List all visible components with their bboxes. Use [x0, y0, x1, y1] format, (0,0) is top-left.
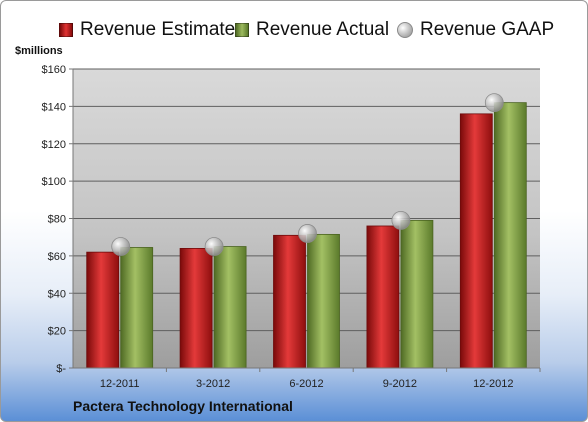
- x-tick-label: 12-2012: [473, 378, 513, 390]
- y-tick-label: $-: [56, 363, 66, 375]
- x-tick-label: 9-2012: [383, 378, 417, 390]
- legend: Revenue Estimate Revenue Actual Revenue …: [1, 15, 587, 45]
- bar-revenue-estimate: [273, 234, 306, 369]
- marker-revenue-gaap: [204, 237, 224, 256]
- legend-swatch-revenue-estimate: [59, 23, 73, 37]
- legend-item-revenue-actual: Revenue Actual: [235, 15, 389, 45]
- y-tick-label: $120: [42, 139, 66, 151]
- marker-revenue-gaap: [298, 224, 317, 243]
- bar-revenue-estimate: [86, 251, 120, 369]
- legend-swatch-revenue-actual: [235, 23, 249, 37]
- legend-item-revenue-estimate: Revenue Estimate: [59, 15, 235, 45]
- y-tick-label: $100: [42, 176, 66, 188]
- legend-label-revenue-gaap: Revenue GAAP: [420, 19, 555, 40]
- x-tick-label: 12-2011: [100, 378, 140, 390]
- bar-revenue-actual: [120, 247, 154, 369]
- y-tick-label: $160: [42, 64, 66, 76]
- y-tick-label: $80: [48, 214, 66, 226]
- y-tick-label: $40: [48, 288, 66, 300]
- y-axis-unit-label: $millions: [15, 45, 63, 57]
- legend-item-revenue-gaap: Revenue GAAP: [397, 15, 554, 45]
- marker-revenue-gaap: [391, 210, 411, 230]
- bar-revenue-actual: [493, 102, 527, 369]
- bar-revenue-estimate: [179, 247, 213, 369]
- bar-revenue-estimate: [459, 113, 493, 369]
- y-tick-label: $140: [42, 101, 66, 113]
- x-tick-label: 6-2012: [289, 378, 323, 390]
- company-name: Pactera Technology International: [73, 398, 293, 414]
- legend-swatch-revenue-gaap: [397, 22, 413, 38]
- x-tick-label: 3-2012: [196, 378, 230, 390]
- legend-label-revenue-estimate: Revenue Estimate: [80, 19, 236, 40]
- bar-revenue-actual: [307, 233, 340, 369]
- marker-revenue-gaap: [484, 93, 504, 113]
- bar-revenue-estimate: [366, 225, 400, 369]
- bar-revenue-actual: [400, 219, 434, 369]
- bar-revenue-actual: [213, 246, 247, 369]
- marker-revenue-gaap: [111, 237, 131, 256]
- y-tick-label: $60: [48, 251, 66, 263]
- legend-label-revenue-actual: Revenue Actual: [256, 19, 390, 40]
- y-tick-label: $20: [48, 326, 66, 338]
